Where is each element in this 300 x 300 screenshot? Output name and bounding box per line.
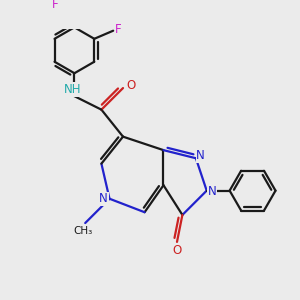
Text: O: O bbox=[172, 244, 182, 256]
Text: N: N bbox=[99, 192, 108, 205]
Text: NH: NH bbox=[64, 83, 82, 96]
Text: F: F bbox=[115, 23, 122, 36]
Text: F: F bbox=[52, 0, 59, 11]
Text: CH₃: CH₃ bbox=[73, 226, 92, 236]
Text: N: N bbox=[208, 185, 217, 199]
Text: N: N bbox=[196, 149, 205, 162]
Text: O: O bbox=[126, 79, 135, 92]
